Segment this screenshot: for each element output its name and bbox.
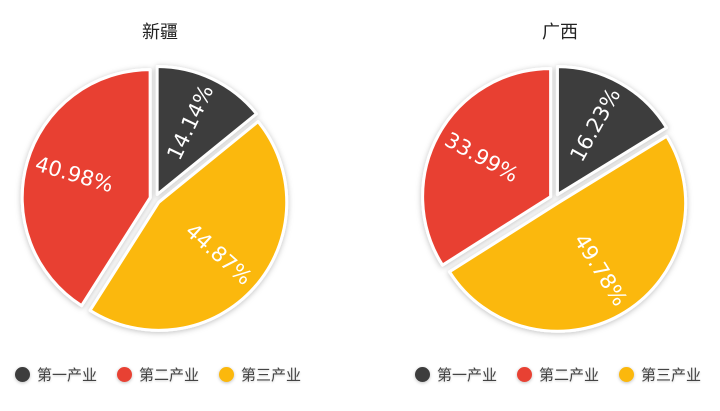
chart-title: 广西 xyxy=(542,22,578,43)
legend-item-secondary[interactable]: 第二产业 xyxy=(517,364,599,385)
pie-slice[interactable] xyxy=(555,65,668,197)
legend-label: 第一产业 xyxy=(437,366,498,384)
pie-slice[interactable] xyxy=(155,64,258,196)
pie-slice[interactable] xyxy=(20,68,152,308)
legend-dot-icon xyxy=(117,367,133,382)
pie-chart: 14.14%44.87%40.98% xyxy=(20,64,289,332)
legend-label: 第一产业 xyxy=(37,366,98,384)
legend-item-tertiary[interactable]: 第三产业 xyxy=(619,364,701,385)
chart-title: 新疆 xyxy=(142,22,178,43)
pie-slice[interactable] xyxy=(88,120,289,332)
legend-item-primary[interactable]: 第一产业 xyxy=(15,364,97,385)
legend-dot-icon xyxy=(15,367,30,382)
legend-label: 第二产业 xyxy=(139,366,200,384)
guangxi-chart-panel: 广西 16.23% 49.78% 33.99% 第一产业 第二产业 第三产业 xyxy=(395,0,720,411)
pie-chart: 16.23%49.78%33.99% xyxy=(421,65,688,333)
pie-slice[interactable] xyxy=(421,67,553,267)
legend-dot-icon xyxy=(415,367,430,382)
legend-label: 第三产业 xyxy=(241,366,302,384)
legend-item-secondary[interactable]: 第二产业 xyxy=(117,364,199,385)
legend-dot-icon xyxy=(619,367,635,382)
chart-legend: 第一产业 第二产业 第三产业 xyxy=(15,364,321,385)
legend-dot-icon xyxy=(517,367,533,382)
pie-slice[interactable] xyxy=(448,134,688,333)
legend-dot-icon xyxy=(219,367,235,382)
chart-legend: 第一产业 第二产业 第三产业 xyxy=(415,364,720,385)
legend-item-primary[interactable]: 第一产业 xyxy=(415,364,497,385)
legend-label: 第二产业 xyxy=(539,366,600,384)
legend-item-tertiary[interactable]: 第三产业 xyxy=(219,364,301,385)
legend-label: 第三产业 xyxy=(641,366,702,384)
xinjiang-chart-panel: 新疆 14.14% 44.87% 40.98% 第一产业 第二产业 第三产业 xyxy=(0,0,355,411)
